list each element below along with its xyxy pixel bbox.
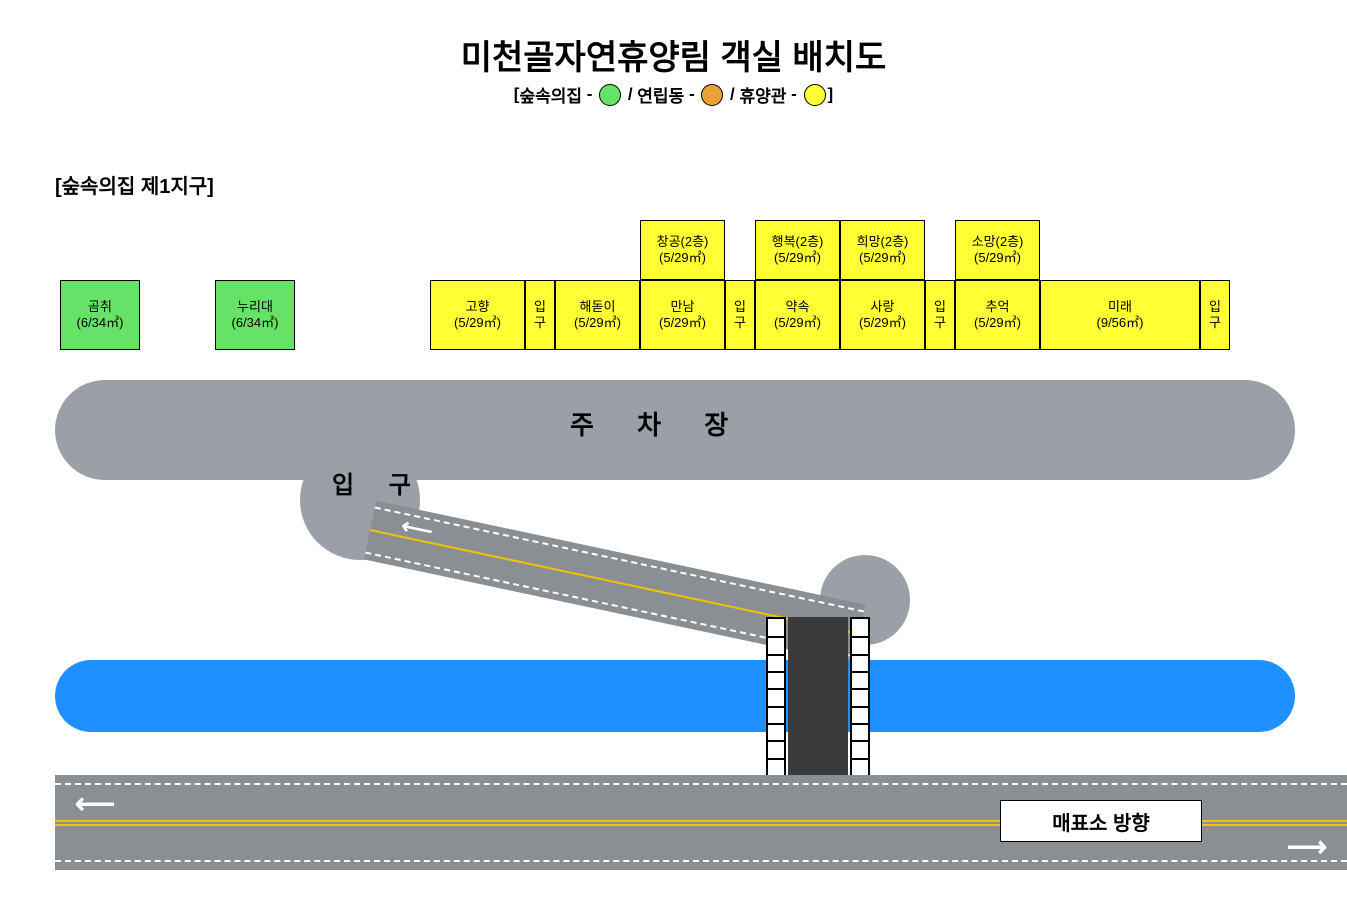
room-cap: (6/34㎡) xyxy=(77,315,124,331)
entrance-char: 입 xyxy=(534,299,546,315)
room-box: 고향(5/29㎡) xyxy=(430,280,525,350)
room-cap: (5/29㎡) xyxy=(659,315,706,331)
legend-sep: / xyxy=(623,85,637,104)
room-name: 곰취 xyxy=(88,299,112,315)
entrance-char: 구 xyxy=(734,315,746,331)
room-box: 해돋이(5/29㎡) xyxy=(555,280,640,350)
river xyxy=(55,660,1295,732)
room-box: 추억(5/29㎡) xyxy=(955,280,1040,350)
layout-canvas: 미천골자연휴양림 객실 배치도 [숲속의집 - / 연립동 - / 휴양관 - ]… xyxy=(0,0,1347,913)
room-name: 창공(2층) xyxy=(657,234,709,250)
legend-item-label: 휴양관 xyxy=(740,87,787,106)
legend-item-label: 숲속의집 xyxy=(519,87,582,106)
section-label: [숲속의집 제1지구] xyxy=(55,170,214,199)
room-cap: (5/29㎡) xyxy=(974,315,1021,331)
bridge-rail xyxy=(766,617,786,777)
legend-dot xyxy=(599,84,621,106)
entrance-cell: 입구 xyxy=(525,280,555,350)
legend-dash: - xyxy=(582,85,597,104)
room-name: 해돋이 xyxy=(580,299,616,315)
room-box: 약속(5/29㎡) xyxy=(755,280,840,350)
room-box: 희망(2층)(5/29㎡) xyxy=(840,220,925,280)
room-box: 사랑(5/29㎡) xyxy=(840,280,925,350)
room-box: 행복(2층)(5/29㎡) xyxy=(755,220,840,280)
road-arrow-right-icon: ⟶ xyxy=(1287,830,1327,863)
room-cap: (5/29㎡) xyxy=(859,250,906,266)
room-box: 미래(9/56㎡) xyxy=(1040,280,1200,350)
room-name: 소망(2층) xyxy=(972,234,1024,250)
legend-item-label: 연립동 xyxy=(637,87,684,106)
parking-label: 주 차 장 xyxy=(570,405,746,442)
room-name: 약속 xyxy=(786,299,810,315)
room-cap: (5/29㎡) xyxy=(859,315,906,331)
room-cap: (5/29㎡) xyxy=(774,315,821,331)
entrance-cell: 입구 xyxy=(725,280,755,350)
entrance-cell: 입구 xyxy=(1200,280,1230,350)
legend: [숲속의집 - / 연립동 - / 휴양관 - ] xyxy=(0,82,1347,107)
room-box: 만남(5/29㎡) xyxy=(640,280,725,350)
room-cap: (9/56㎡) xyxy=(1097,315,1144,331)
room-box: 창공(2층)(5/29㎡) xyxy=(640,220,725,280)
room-name: 추억 xyxy=(986,299,1010,315)
bridge-rail xyxy=(850,617,870,777)
entrance-label: 입 구 xyxy=(332,465,425,500)
legend-dash: - xyxy=(684,85,699,104)
entrance-char: 구 xyxy=(1209,315,1221,331)
entrance-char: 구 xyxy=(534,315,546,331)
ticket-direction: 매표소 방향 xyxy=(1000,800,1202,842)
room-name: 행복(2층) xyxy=(772,234,824,250)
room-name: 사랑 xyxy=(871,299,895,315)
room-cap: (5/29㎡) xyxy=(574,315,621,331)
room-name: 미래 xyxy=(1108,299,1132,315)
entrance-char: 구 xyxy=(934,315,946,331)
room-cap: (5/29㎡) xyxy=(659,250,706,266)
forest-house-box: 곰취(6/34㎡) xyxy=(60,280,140,350)
page-title: 미천골자연휴양림 객실 배치도 xyxy=(0,30,1347,79)
room-cap: (5/29㎡) xyxy=(974,250,1021,266)
room-name: 만남 xyxy=(671,299,695,315)
bridge-deck xyxy=(788,617,848,777)
legend-dash: - xyxy=(786,85,801,104)
room-cap: (5/29㎡) xyxy=(774,250,821,266)
room-name: 누리대 xyxy=(237,299,273,315)
room-cap: (6/34㎡) xyxy=(232,315,279,331)
road-arrow-left-icon: ⟵ xyxy=(75,787,115,820)
legend-bracket-close: ] xyxy=(828,85,834,104)
legend-sep: / xyxy=(725,85,739,104)
room-cap: (5/29㎡) xyxy=(454,315,501,331)
room-name: 고향 xyxy=(466,299,490,315)
entrance-char: 입 xyxy=(1209,299,1221,315)
entrance-char: 입 xyxy=(934,299,946,315)
room-name: 희망(2층) xyxy=(857,234,909,250)
entrance-char: 입 xyxy=(734,299,746,315)
legend-dot xyxy=(804,84,826,106)
forest-house-box: 누리대(6/34㎡) xyxy=(215,280,295,350)
ramp-arrow-icon: ⟵ xyxy=(399,513,435,545)
entrance-cell: 입구 xyxy=(925,280,955,350)
legend-dot xyxy=(701,84,723,106)
room-box: 소망(2층)(5/29㎡) xyxy=(955,220,1040,280)
